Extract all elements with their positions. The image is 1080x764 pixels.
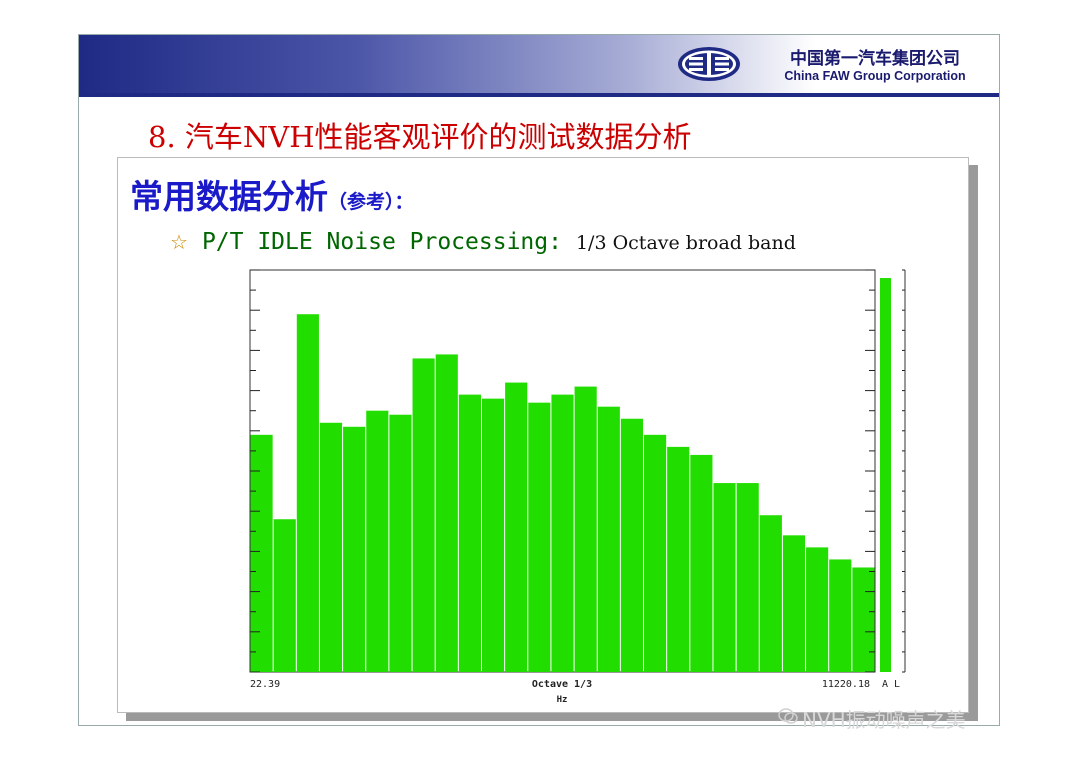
chart-bar [806,547,829,672]
chart-bar [250,434,273,672]
chart-bar [435,354,458,672]
chart-bar [343,426,366,672]
chart-bar [366,410,389,672]
company-name-en: China FAW Group Corporation [784,69,966,83]
chart-bar [551,394,574,672]
chart-bar [620,418,644,672]
octave-bar-chart: 22.39 Octave 1/3 Hz 11220.18 A L [249,269,906,705]
faw-logo-icon [678,47,740,81]
x-start-label: 22.39 [250,679,280,690]
chart-bar [319,422,343,672]
header-banner [79,35,1000,93]
chart-bar [759,515,782,672]
wechat-icon [778,708,798,724]
chart-bar [829,559,852,672]
chart-bar [736,483,759,672]
panel-heading: 常用数据分析（参考）： [130,170,414,218]
chart-bar [389,414,412,672]
chart-bar [296,314,319,672]
panel-heading-note: （参考）： [328,191,414,213]
header-divider [79,93,1000,97]
chart-bar [852,567,875,672]
bullet-line: ☆ P/T IDLE Noise Processing: 1/3 Octave br… [170,229,796,255]
chart-bar [574,386,597,672]
x-end-label: 11220.18 [822,679,870,690]
chart-bar [458,394,481,672]
chart-bar [597,406,620,672]
watermark-text: NVH振动噪声之美 [802,708,966,732]
chart-bar [481,398,505,672]
chart-bar [667,446,690,672]
bullet-main-text: P/T IDLE Noise Processing: [201,229,562,255]
panel-heading-text: 常用数据分析 [130,177,328,216]
star-icon: ☆ [170,230,188,254]
overall-label: A L [882,679,900,690]
slide-border [78,34,1000,726]
chart-bar [690,454,713,672]
chart-bar [412,358,435,672]
bullet-sub-text: 1/3 Octave broad band [575,232,796,254]
x-unit-label: Hz [557,695,568,705]
chart-bar [782,535,806,672]
chart-bar [273,519,296,672]
chart-bar [505,382,528,672]
chart-bar [528,402,551,672]
x-axis-label: Octave 1/3 [532,679,592,690]
slide-title: 8. 汽车NVH性能客观评价的测试数据分析 [148,120,692,154]
chart-bar [644,434,667,672]
chart-bar [713,483,736,672]
company-name-cn: 中国第一汽车集团公司 [790,49,960,69]
overall-level-bar [880,278,891,672]
